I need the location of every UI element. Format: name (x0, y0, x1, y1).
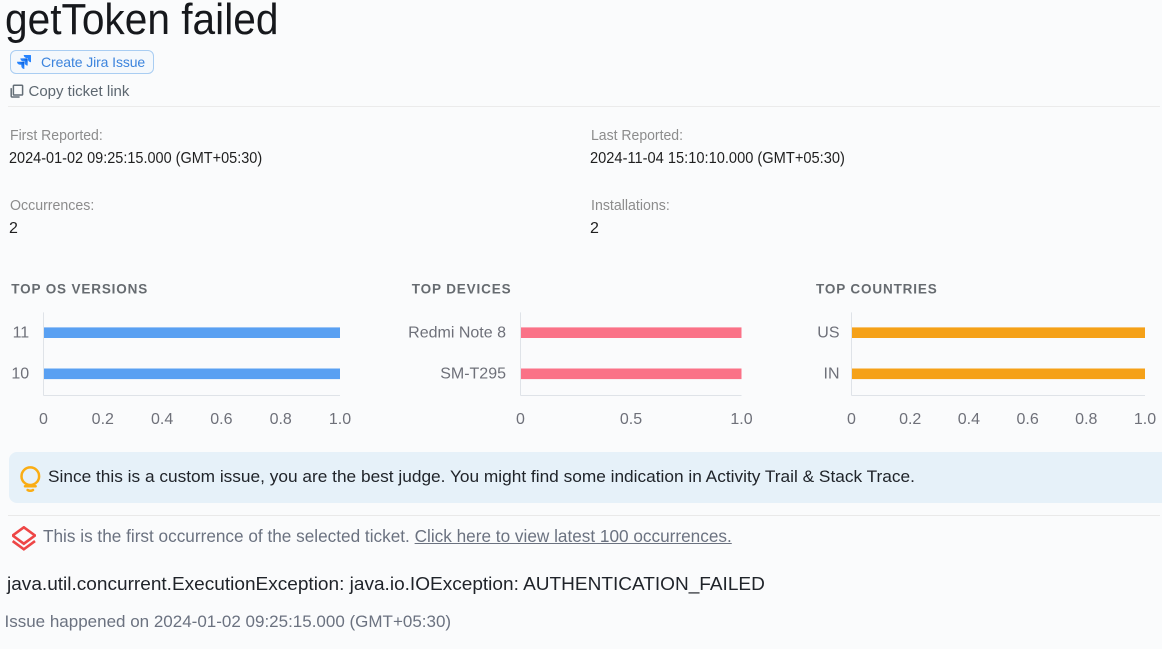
svg-text:0.2: 0.2 (92, 411, 114, 428)
svg-text:TOP COUNTRIES: TOP COUNTRIES (816, 282, 938, 297)
svg-text:1.0: 1.0 (1134, 411, 1156, 428)
svg-text:0.2: 0.2 (899, 411, 921, 428)
svg-text:0.4: 0.4 (958, 411, 980, 428)
svg-text:0: 0 (516, 411, 525, 428)
svg-text:0.6: 0.6 (1016, 411, 1038, 428)
svg-text:11: 11 (13, 324, 30, 341)
svg-text:0: 0 (847, 411, 856, 428)
svg-text:Redmi Note 8: Redmi Note 8 (408, 324, 506, 341)
svg-text:10: 10 (11, 366, 29, 383)
svg-text:0.8: 0.8 (1075, 411, 1097, 428)
svg-text:SM-T295: SM-T295 (440, 366, 506, 383)
svg-text:0.8: 0.8 (270, 411, 292, 428)
svg-text:US: US (817, 324, 839, 341)
svg-text:1.0: 1.0 (329, 411, 351, 428)
svg-text:0: 0 (39, 411, 48, 428)
svg-text:0.6: 0.6 (210, 411, 232, 428)
svg-text:TOP OS VERSIONS: TOP OS VERSIONS (11, 282, 148, 297)
svg-text:IN: IN (824, 366, 840, 383)
svg-text:0.5: 0.5 (620, 411, 642, 428)
svg-text:TOP DEVICES: TOP DEVICES (412, 282, 512, 297)
svg-text:0.4: 0.4 (151, 411, 173, 428)
svg-text:1.0: 1.0 (730, 411, 752, 428)
